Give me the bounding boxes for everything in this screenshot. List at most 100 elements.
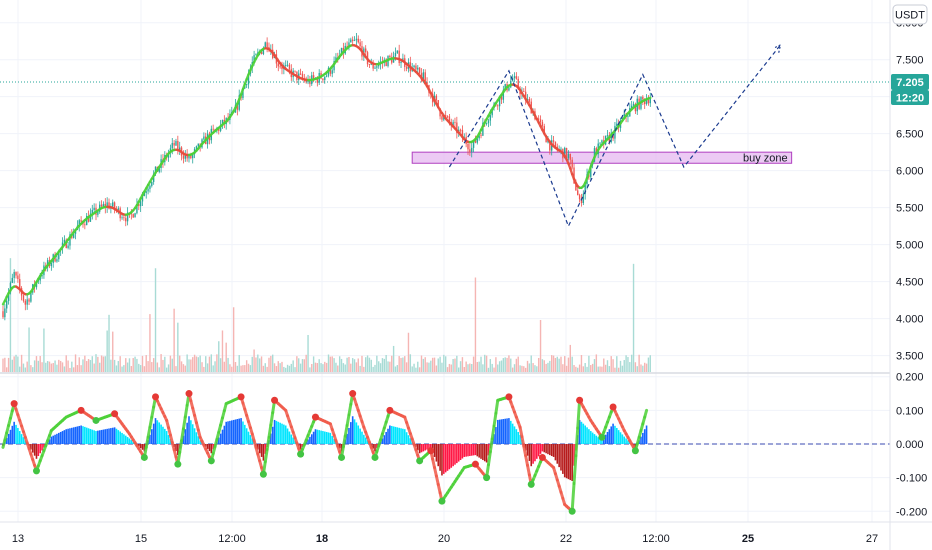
oscillator-histogram-bar — [565, 444, 568, 479]
oscillator-histogram-bar — [232, 419, 235, 444]
oscillator-histogram-bar — [567, 444, 570, 480]
oscillator-histogram-bar — [441, 444, 443, 476]
volume-bar — [71, 361, 73, 372]
candle-body — [508, 87, 510, 91]
volume-bar — [562, 364, 564, 372]
volume-bar — [606, 360, 609, 372]
volume-bar — [35, 356, 38, 372]
volume-bar — [420, 355, 423, 372]
candle-body — [498, 95, 501, 107]
volume-bar — [338, 356, 341, 372]
volume-bar — [125, 358, 127, 372]
oscillator-trough-dot — [371, 453, 379, 461]
oscillator-histogram-bar — [191, 424, 194, 444]
candle-body — [171, 142, 173, 149]
candle-body — [426, 82, 428, 86]
volume-bar — [381, 358, 384, 372]
volume-bar — [551, 355, 553, 372]
oscillator-histogram-bar — [617, 430, 620, 444]
candle-body — [500, 95, 503, 100]
oscillator-histogram-bar — [275, 420, 278, 444]
volume-bar — [298, 358, 300, 372]
volume-bar — [506, 357, 508, 372]
candle-body — [93, 207, 95, 210]
volume-bar — [206, 363, 209, 372]
candle-body — [348, 42, 350, 47]
volume-bar — [552, 355, 555, 372]
oscillator-trough-dot — [598, 433, 606, 441]
volume-bar — [275, 366, 278, 372]
oscillator-histogram-bar — [450, 444, 453, 468]
candle-body — [350, 39, 352, 43]
oscillator-histogram-bar — [612, 423, 614, 444]
oscillator-peak-dot — [427, 447, 435, 455]
volume-bar — [489, 359, 492, 372]
volume-bar — [547, 362, 549, 372]
candle-body — [549, 140, 551, 151]
oscillator-histogram-bar — [364, 437, 367, 444]
oscillator-histogram-bar — [550, 444, 553, 457]
candle-body — [186, 154, 188, 159]
volume-bar — [257, 354, 259, 372]
currency-badge[interactable]: USDT — [892, 4, 928, 25]
candle-body — [389, 55, 391, 58]
oscillator-line-segment — [643, 408, 649, 419]
volume-bar — [365, 357, 367, 372]
volume-bar — [91, 356, 93, 372]
candle-body — [91, 209, 93, 214]
volume-bar — [126, 362, 129, 372]
volume-bar — [325, 362, 328, 372]
oscillator-histogram-bar — [627, 440, 629, 444]
time-tick-label: 25 — [742, 533, 754, 545]
candle-body — [113, 202, 116, 210]
volume-bar — [9, 258, 12, 372]
buy-zone-box[interactable] — [411, 151, 793, 164]
oscillator-histogram-bar — [195, 432, 198, 444]
volume-bar — [632, 263, 635, 372]
volume-bar — [372, 366, 374, 372]
oscillator-line-segment — [347, 402, 353, 417]
volume-bar — [309, 367, 311, 372]
oscillator-histogram-bar — [476, 444, 479, 457]
candle-body — [467, 143, 469, 150]
candle-body — [192, 154, 194, 159]
volume-bar — [28, 327, 30, 372]
oscillator-histogram-bar — [43, 444, 45, 448]
candle-body — [391, 57, 393, 63]
volume-bar — [99, 362, 101, 372]
volume-bar — [87, 359, 90, 372]
candle-body — [301, 73, 304, 79]
candle-body — [50, 262, 53, 267]
oscillator-axis[interactable]: 0.200 0.100 0.000 -0.100 -0.200 — [896, 372, 927, 519]
volume-bar — [7, 357, 10, 372]
volume-bar — [307, 334, 309, 372]
oscillator-histogram-bar — [443, 444, 445, 474]
volume-bar — [188, 359, 190, 372]
candle-body — [260, 51, 263, 54]
candle-body — [504, 84, 506, 90]
oscillator-histogram-bar — [184, 429, 187, 444]
time-axis[interactable]: 13 15 12:00 18 20 22 12:00 25 27 — [12, 533, 878, 545]
candle-body — [4, 308, 6, 318]
oscillator-histogram-bar — [76, 426, 79, 444]
candle-body — [158, 167, 160, 172]
volume-bar — [331, 356, 333, 372]
candle-countdown-label: 12:20 — [896, 93, 924, 105]
candle-body — [482, 122, 484, 136]
volume-bar — [102, 356, 105, 372]
oscillator-histogram-bar — [467, 444, 469, 457]
volume-bar — [249, 365, 252, 372]
oscillator-histogram-bar — [225, 421, 227, 444]
oscillator-histogram-bar — [437, 444, 440, 467]
volume-bar — [270, 355, 272, 372]
volume-bar — [32, 367, 34, 372]
candle-body — [17, 275, 19, 280]
candle-body — [606, 134, 609, 136]
volume-bar — [167, 364, 170, 372]
volume-bar — [582, 366, 585, 372]
candle-body — [417, 67, 419, 70]
oscillator-histogram-bar — [571, 444, 573, 481]
candle-body — [444, 115, 447, 117]
candle-body — [78, 220, 80, 226]
